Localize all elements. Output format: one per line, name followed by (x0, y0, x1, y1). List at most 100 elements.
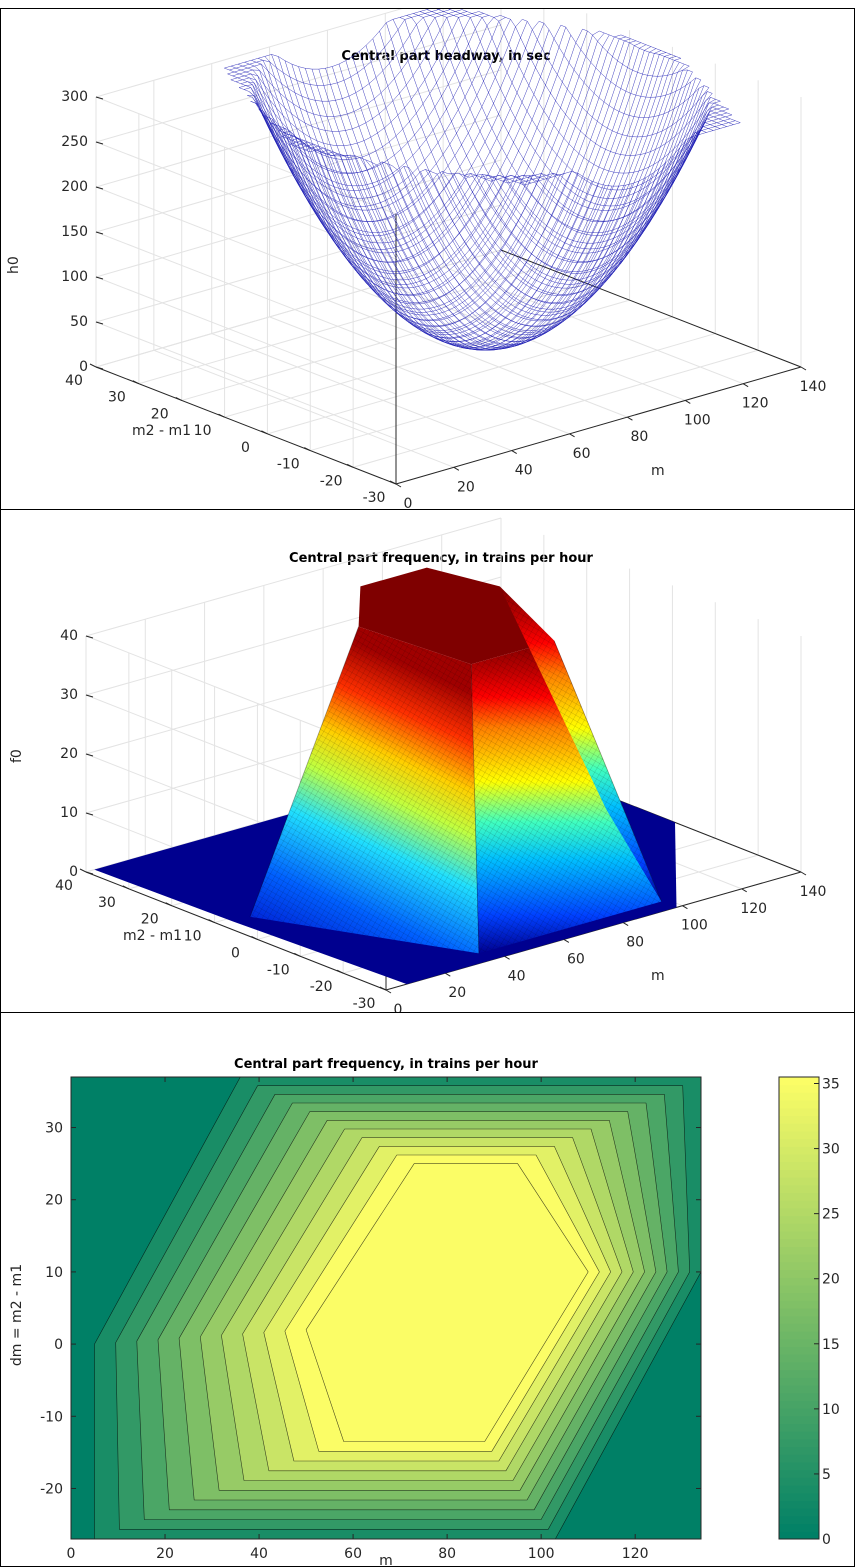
y-tick-label: 30 (45, 1121, 63, 1137)
x-tick-label: 0 (404, 496, 413, 510)
colorbar-segment (779, 1431, 819, 1440)
y-tick-label: 10 (184, 929, 202, 945)
grid-line (85, 871, 94, 875)
x-tick-label: 80 (626, 935, 644, 951)
colorbar-segment (779, 1485, 819, 1494)
colorbar-segment (779, 1346, 819, 1355)
colorbar-segment (779, 1315, 819, 1324)
grid-line (85, 517, 502, 637)
grid-line (504, 955, 510, 960)
x-axis-label: m (651, 463, 665, 479)
grid-line (741, 888, 747, 893)
tick-labels: 020406080100120140-30-20-100102030400501… (61, 89, 826, 510)
z-tick-label: 50 (70, 314, 88, 330)
colorbar-segment (779, 1169, 819, 1178)
grid-line (85, 812, 94, 816)
colorbar-segment (779, 1192, 819, 1201)
colorbar-tick-label: 10 (822, 1402, 840, 1418)
colorbar-segment (779, 1154, 819, 1163)
colorbar-tick-label: 5 (822, 1467, 831, 1483)
z-tick-label: 200 (61, 179, 88, 195)
colorbar-segment (779, 1084, 819, 1093)
z-tick-label: 30 (60, 687, 78, 703)
grid-line (95, 186, 104, 190)
surface-ridge (470, 664, 480, 954)
colorbar-segment (779, 1177, 819, 1186)
colorbar-segment (779, 1184, 819, 1193)
colorbar-segment (779, 1323, 819, 1332)
grid-line (251, 935, 258, 940)
colorbar-segment (779, 1408, 819, 1417)
y-tick-label: -10 (277, 457, 300, 473)
surface-right-mesh (499, 586, 662, 902)
grid-line (800, 871, 807, 876)
grid-line (442, 266, 744, 385)
y-axis-label: m2 - m1 (123, 928, 182, 944)
y-tick-label: 20 (141, 912, 159, 928)
y-tick-label: 0 (54, 1337, 63, 1353)
colorbar-segment (779, 1331, 819, 1340)
colorbar-segment (779, 1231, 819, 1240)
colorbar-segment (779, 1438, 819, 1448)
colorbar-segment (779, 1146, 819, 1155)
tick-labels: 0 20 40 60 80 100 120 -20 -10 0 10 20 30 (40, 1121, 648, 1562)
grid-line (346, 463, 354, 468)
colorbar-segment (779, 1508, 819, 1517)
frequency-surface-chart: Central part frequency, in trains per ho… (9, 517, 826, 1012)
grid-line (95, 159, 502, 278)
colorbar-segment (779, 1392, 819, 1401)
y-tick-label: 30 (108, 390, 126, 406)
colorbar-segment (779, 1523, 819, 1532)
colorbar-segment (779, 1238, 819, 1247)
grid-line (336, 969, 344, 974)
y-tick-label: -20 (320, 473, 343, 489)
colorbar-segment (779, 1300, 819, 1309)
y-tick-label: 40 (55, 878, 73, 894)
z-tick-label: 300 (61, 89, 88, 105)
x-tick-label: 100 (681, 918, 708, 934)
grid-line (122, 885, 130, 890)
colorbar-segment (779, 1246, 819, 1255)
z-tick-label: 40 (60, 628, 78, 644)
grid-line (445, 972, 451, 977)
y-tick-label: -30 (363, 490, 386, 506)
plot-frame (70, 1076, 702, 1540)
x-tick-label: 20 (448, 985, 466, 1001)
grid-line (175, 396, 182, 401)
grid-line (95, 141, 397, 260)
grid-line (95, 231, 397, 350)
y-tick-label: 30 (98, 895, 116, 911)
grid-line (261, 430, 268, 435)
surface-top (358, 567, 555, 665)
surface-fill (94, 567, 677, 985)
y-tick-label: -20 (310, 979, 333, 995)
x-tick-label: 0 (67, 1546, 76, 1562)
y-tick-label: 10 (45, 1265, 63, 1281)
grid-line (208, 919, 215, 924)
x-tick-label: 100 (528, 1546, 555, 1562)
colorbar-segment (779, 1515, 819, 1525)
x-tick-label: 40 (250, 1546, 268, 1562)
grid-line (95, 366, 397, 485)
colorbar-tick-label: 30 (822, 1142, 840, 1158)
colorbar-segment (779, 1446, 819, 1455)
grid-line (395, 483, 402, 488)
chart-title: Central part frequency, in trains per ho… (234, 1057, 538, 1072)
x-tick-label: 80 (631, 429, 649, 445)
colorbar-segment (779, 1361, 819, 1371)
z-tick-label: 0 (69, 864, 78, 880)
grid-line (95, 69, 502, 188)
colorbar-segment (779, 1454, 819, 1463)
y-tick-label: -20 (40, 1481, 63, 1497)
frequency-contour-chart: Central part frequency, in trains per ho… (9, 1057, 840, 1566)
grid-line (95, 321, 397, 440)
grid-line (327, 299, 628, 418)
colorbar-segment (779, 1207, 819, 1217)
colorbar-segment (779, 1415, 819, 1424)
colorbar-segment (779, 1130, 819, 1140)
colorbar-segment (779, 1200, 819, 1209)
surface-ridge (553, 640, 662, 902)
y-tick-label: 0 (241, 440, 250, 456)
grid-line (95, 9, 403, 98)
y-tick-label: 20 (151, 406, 169, 422)
